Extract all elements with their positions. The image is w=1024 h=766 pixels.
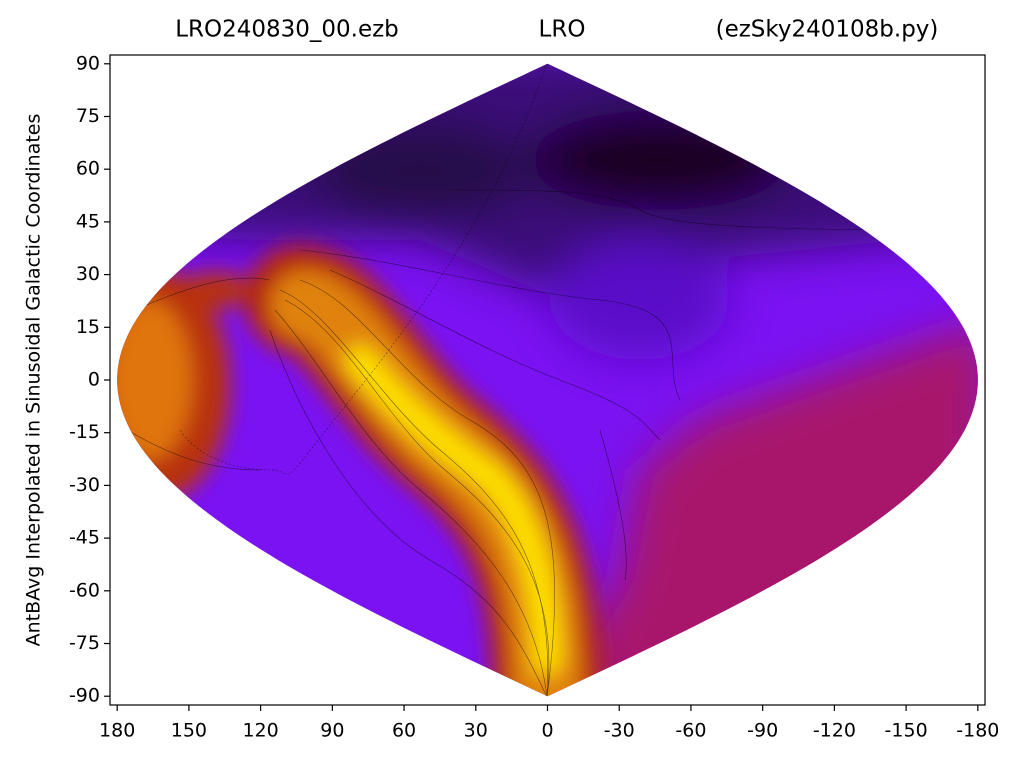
y-tick-label: -75 [69,632,100,654]
y-tick-label: 75 [76,105,100,127]
chart-title: LRO [539,17,586,43]
x-tick-label: 60 [392,720,416,742]
y-tick-label: 15 [76,316,100,338]
y-tick-label: -45 [69,527,100,549]
y-tick-label: 90 [76,52,100,74]
x-tick-label: 150 [171,720,207,742]
x-tick-label: 0 [541,720,553,742]
x-tick-label: -150 [885,720,928,742]
x-tick-label: 180 [99,720,135,742]
x-tick-label: -60 [675,720,706,742]
y-tick-label: 0 [88,369,100,391]
x-tick-label: 120 [242,720,278,742]
y-tick-label: 30 [76,263,100,285]
chart-title: LRO240830_00.ezb [175,17,399,43]
y-tick-label: 45 [76,210,100,232]
x-tick-label: 30 [464,720,488,742]
sky-map [117,63,978,697]
x-tick-label: -180 [956,720,999,742]
x-tick-label: -90 [747,720,778,742]
x-tick-label: 90 [320,720,344,742]
y-tick-label: -15 [69,421,100,443]
x-tick-label: -120 [813,720,856,742]
y-axis-label: AntBAvg Interpolated in Sinusoidal Galac… [23,114,45,647]
y-tick-label: -30 [69,474,100,496]
y-tick-label: 60 [76,158,100,180]
x-tick-label: -30 [604,720,635,742]
y-tick-label: -90 [69,685,100,707]
y-tick-label: -60 [69,579,100,601]
chart-title: (ezSky240108b.py) [716,17,939,43]
